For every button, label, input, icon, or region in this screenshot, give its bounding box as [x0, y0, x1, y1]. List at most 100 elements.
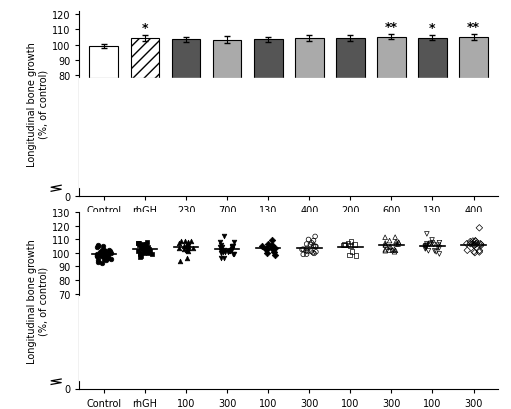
Point	[268, 238, 276, 244]
Bar	[213, 40, 242, 79]
Point	[427, 240, 435, 247]
Point	[381, 234, 389, 241]
Point	[107, 250, 115, 257]
Point	[469, 240, 477, 247]
Point	[175, 245, 183, 252]
Point	[263, 246, 271, 253]
Point	[106, 248, 114, 255]
Point	[96, 249, 104, 256]
Point	[472, 240, 480, 247]
Point	[228, 244, 236, 250]
Bar	[254, 40, 283, 79]
Point	[228, 246, 236, 252]
Point	[470, 249, 478, 255]
Point	[92, 251, 101, 257]
Point	[341, 242, 349, 249]
Point	[471, 250, 479, 256]
Point	[470, 243, 478, 249]
Point	[217, 250, 225, 257]
Point	[180, 246, 189, 253]
Point	[217, 242, 225, 249]
Point	[421, 244, 429, 250]
Point	[388, 247, 397, 254]
Text: HT07204: HT07204	[431, 235, 475, 245]
Point	[101, 248, 109, 255]
Point	[218, 245, 226, 251]
Point	[308, 240, 316, 247]
Point	[432, 249, 440, 256]
Point	[181, 238, 190, 245]
Point	[136, 254, 144, 261]
Point	[217, 248, 225, 255]
Point	[304, 249, 312, 255]
Point	[187, 238, 195, 245]
Point	[352, 253, 360, 259]
Point	[142, 247, 150, 253]
Point	[182, 243, 190, 250]
Point	[299, 246, 307, 253]
Point	[310, 243, 318, 249]
Point	[303, 245, 311, 252]
Point	[184, 244, 192, 250]
Point	[310, 238, 318, 244]
Bar	[79, 297, 498, 380]
Point	[268, 245, 276, 252]
Point	[100, 250, 108, 257]
Point	[423, 241, 431, 247]
Point	[98, 247, 106, 254]
Point	[435, 240, 444, 246]
Point	[424, 248, 432, 254]
Point	[269, 246, 277, 253]
Point	[270, 245, 278, 252]
Point	[98, 260, 106, 266]
Point	[421, 246, 429, 253]
Point	[175, 240, 183, 247]
Point	[183, 239, 192, 245]
Point	[143, 245, 151, 252]
Point	[470, 243, 478, 249]
Point	[97, 252, 105, 258]
Text: *: *	[142, 22, 148, 34]
Point	[99, 243, 107, 250]
Point	[220, 247, 228, 254]
Point	[428, 240, 436, 247]
Point	[184, 245, 193, 252]
Point	[228, 251, 237, 258]
Point	[229, 251, 238, 258]
Point	[216, 239, 224, 246]
Point	[271, 252, 280, 259]
Point	[341, 242, 349, 248]
Point	[381, 242, 389, 249]
Point	[472, 242, 480, 248]
Point	[311, 243, 319, 250]
Point	[423, 243, 431, 249]
Point	[394, 241, 402, 248]
Point	[394, 240, 403, 246]
Point	[430, 242, 438, 248]
Point	[435, 251, 444, 258]
Point	[136, 251, 144, 257]
Point	[345, 252, 354, 259]
Bar	[172, 40, 200, 79]
Y-axis label: Longitudinal bone growth
(%, of control): Longitudinal bone growth (%, of control)	[27, 42, 49, 166]
Point	[100, 252, 108, 258]
Point	[105, 249, 113, 256]
Text: HT07201: HT07201	[184, 235, 228, 245]
Point	[264, 241, 272, 248]
Point	[268, 243, 276, 250]
Point	[476, 243, 484, 249]
Point	[146, 249, 154, 255]
Point	[107, 256, 115, 262]
Point	[104, 256, 112, 262]
Point	[394, 239, 403, 246]
Point	[305, 236, 313, 243]
Point	[217, 245, 225, 252]
Point	[311, 234, 319, 240]
Point	[177, 238, 185, 245]
Point	[97, 253, 105, 259]
Point	[134, 240, 142, 247]
Point	[428, 237, 436, 244]
Point	[134, 248, 142, 254]
Point	[299, 252, 307, 258]
Text: HT07202: HT07202	[267, 235, 311, 245]
